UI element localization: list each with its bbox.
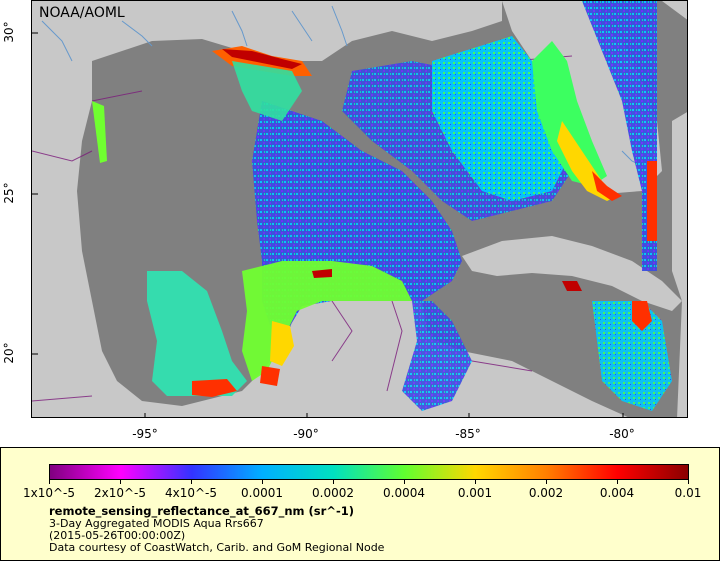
legend-variable-title: remote_sensing_reflectance_at_667_nm (sr… xyxy=(49,504,354,518)
colorbar-tick-label: 0.0001 xyxy=(241,486,283,500)
legend-courtesy: Data courtesy of CoastWatch, Carib. and … xyxy=(49,541,385,554)
colorbar xyxy=(49,464,689,480)
frame-ticks xyxy=(32,32,624,417)
x-tick-label: -90° xyxy=(293,427,319,441)
x-tick-label: -85° xyxy=(455,427,481,441)
colorbar-tickmark xyxy=(49,480,50,484)
colorbar-tickmark xyxy=(546,480,547,484)
colorbar-tickmark xyxy=(262,480,263,484)
legend-dataset: 3-Day Aggregated MODIS Aqua Rrs667 xyxy=(49,517,264,530)
reflectance-map xyxy=(32,1,687,417)
colorbar-tickmark xyxy=(191,480,192,484)
colorbar-tick-label: 0.0004 xyxy=(383,486,425,500)
colorbar-tickmark xyxy=(333,480,334,484)
colorbar-tickmark xyxy=(688,480,689,484)
y-tick-label: 25° xyxy=(2,182,16,204)
colorbar-tick-label: 2x10^-5 xyxy=(93,486,147,500)
colorbar-tick-label: 0.001 xyxy=(457,486,493,500)
colorbar-tick-label: 0.01 xyxy=(674,486,702,500)
colorbar-tick-label: 0.004 xyxy=(599,486,635,500)
y-tick-label: 20° xyxy=(2,342,16,364)
data-coverage xyxy=(92,1,672,411)
credit-label: NOAA/AOML xyxy=(39,5,125,21)
colorbar-tickmark xyxy=(617,480,618,484)
colorbar-tick-label: 4x10^-5 xyxy=(164,486,218,500)
legend-panel: 1x10^-5 2x10^-5 4x10^-5 0.0001 0.0002 0.… xyxy=(0,447,720,561)
colorbar-tickmark xyxy=(475,480,476,484)
legend-time: (2015-05-26T00:00:00Z) xyxy=(49,529,186,542)
colorbar-tickmark xyxy=(120,480,121,484)
map-panel: NOAA/AOML xyxy=(31,0,688,418)
colorbar-tick-label: 0.0002 xyxy=(312,486,354,500)
colorbar-tick-label: 0.002 xyxy=(528,486,564,500)
y-tick-label: 30° xyxy=(2,21,16,43)
x-tick-label: -95° xyxy=(132,427,158,441)
colorbar-tickmark xyxy=(404,480,405,484)
x-tick-label: -80° xyxy=(609,427,635,441)
colorbar-tick-label: 1x10^-5 xyxy=(22,486,76,500)
